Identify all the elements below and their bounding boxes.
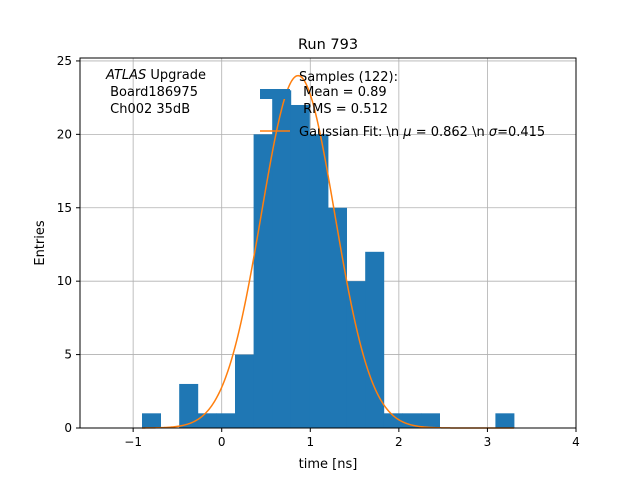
histogram-bar xyxy=(179,383,199,428)
x-tick-label: 1 xyxy=(306,435,314,449)
y-tick-label: 5 xyxy=(64,348,72,362)
x-tick-label: −1 xyxy=(124,435,142,449)
x-tick-label: 4 xyxy=(572,435,580,449)
histogram-bar xyxy=(365,251,385,428)
y-tick-label: 15 xyxy=(57,201,72,215)
annotation-atlas: ATLAS xyxy=(105,68,146,83)
plot-frame xyxy=(79,57,577,429)
annotation-board: Board186975 xyxy=(106,85,198,100)
annotation-upgrade: Upgrade xyxy=(146,68,206,83)
histogram-bar xyxy=(216,413,236,428)
histogram-bar xyxy=(272,90,292,429)
y-axis-label: Entries xyxy=(33,220,48,266)
annotation-channel: Ch002 35dB xyxy=(106,102,190,117)
histogram-bar xyxy=(328,207,347,428)
legend: Samples (122): Mean = 0.89 RMS = 0.512 G… xyxy=(260,70,545,140)
chart-title: Run 793 xyxy=(298,37,358,53)
x-tick-label: 2 xyxy=(395,435,403,449)
x-tick-label: 0 xyxy=(218,435,226,449)
legend-hist-line-2: Mean = 0.89 xyxy=(299,85,387,100)
histogram-bars xyxy=(142,90,515,429)
svg-text:ATLAS Upgrade: ATLAS Upgrade xyxy=(105,68,206,83)
atlas-annotation: ATLAS Upgrade Board186975 Ch002 35dB xyxy=(105,68,206,117)
y-tick-label: 20 xyxy=(57,127,72,141)
histogram-bar xyxy=(235,354,254,428)
y-tick-label: 0 xyxy=(64,421,72,435)
x-tick-label: 3 xyxy=(484,435,492,449)
y-tick-label: 10 xyxy=(57,274,72,288)
histogram-bar xyxy=(421,413,440,428)
histogram-bar xyxy=(253,134,273,428)
histogram-bar xyxy=(346,281,366,428)
histogram-bar xyxy=(309,134,329,428)
x-axis-ticks: −1 0 1 2 3 4 xyxy=(124,428,580,449)
legend-hist-swatch xyxy=(260,89,290,99)
legend-hist-line-3: RMS = 0.512 xyxy=(299,102,388,117)
x-axis-label: time [ns] xyxy=(299,457,358,472)
y-tick-label: 25 xyxy=(57,54,72,68)
histogram-bar xyxy=(495,413,515,428)
y-axis-ticks: 0 5 10 15 20 25 xyxy=(57,54,80,435)
histogram-bar xyxy=(383,413,403,428)
histogram-bar xyxy=(197,413,217,428)
histogram-bar xyxy=(142,413,161,428)
legend-fit-label: Gaussian Fit: \n μ = 0.862 \n σ=0.415 xyxy=(299,125,545,140)
histogram-bar xyxy=(290,104,310,428)
legend-hist-line-1: Samples (122): xyxy=(299,70,398,85)
